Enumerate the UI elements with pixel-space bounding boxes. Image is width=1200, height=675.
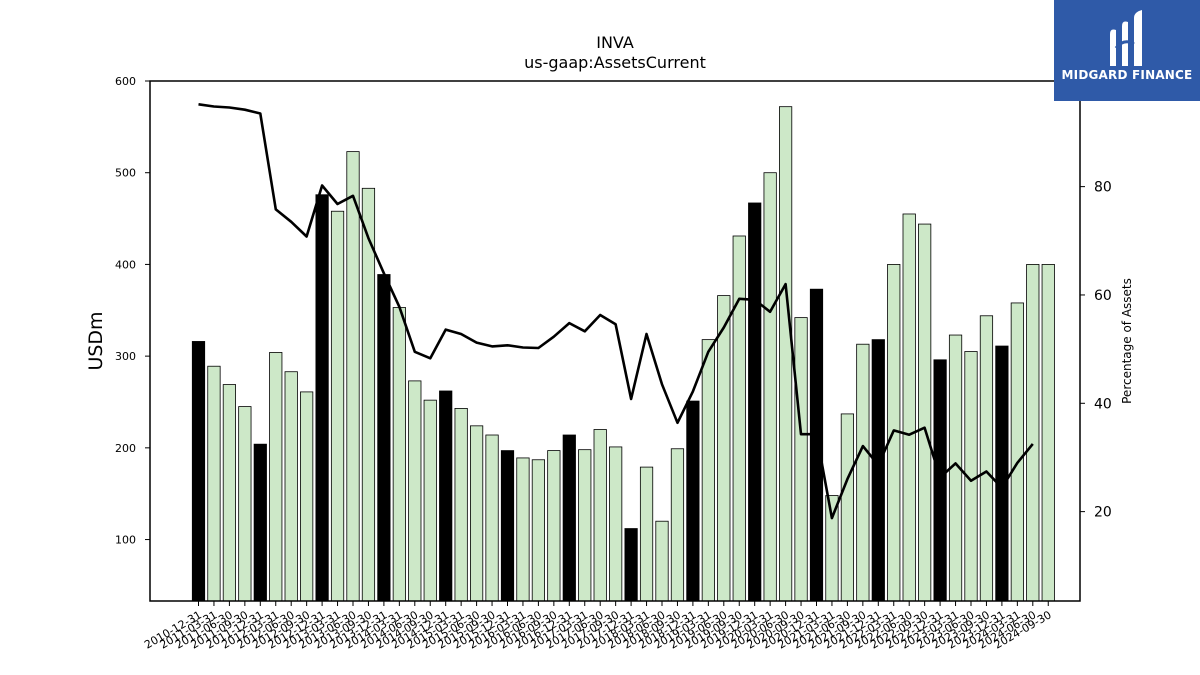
midgard-logo-icon bbox=[1110, 10, 1142, 66]
left-tick-label: 300 bbox=[115, 350, 136, 363]
bar-2017-09-30 bbox=[609, 446, 623, 602]
bar-2015-12-31 bbox=[500, 450, 515, 602]
bar-2012-06-30 bbox=[284, 371, 298, 602]
bar-2013-12-31 bbox=[377, 274, 391, 602]
bar-2020-03-31 bbox=[763, 172, 777, 602]
bar-2018-09-30 bbox=[670, 448, 685, 602]
bar-2021-09-30 bbox=[856, 343, 870, 602]
bar-2016-09-30 bbox=[547, 450, 561, 602]
plot-frame bbox=[149, 80, 1081, 602]
bar-2010-12-31 bbox=[191, 341, 206, 602]
bar-2016-12-31 bbox=[562, 434, 576, 602]
bar-2019-06-30 bbox=[717, 295, 731, 602]
bar-2013-06-30 bbox=[346, 151, 360, 602]
bar-2020-09-30 bbox=[794, 317, 808, 602]
bar-2012-03-31 bbox=[269, 352, 283, 602]
bar-2014-06-30 bbox=[408, 380, 422, 602]
bar-2018-06-30 bbox=[655, 520, 669, 602]
bar-2022-12-31 bbox=[933, 359, 947, 602]
right-axis-label: Percentage of Assets bbox=[1120, 278, 1134, 404]
midgard-finance-logo: MIDGARD FINANCE bbox=[1054, 0, 1200, 101]
x-axis: 2010-12-312011-03-312011-06-302011-09-30… bbox=[142, 601, 1054, 652]
bar-2021-06-30 bbox=[840, 413, 855, 602]
bar-2015-03-31 bbox=[454, 408, 468, 602]
bar-2013-03-31 bbox=[330, 210, 345, 602]
bar-2011-12-31 bbox=[253, 443, 267, 602]
bar-2019-03-31 bbox=[701, 339, 715, 602]
right-tick-label: 80 bbox=[1094, 180, 1112, 196]
left-axis-label: USDm bbox=[85, 311, 107, 370]
right-axis: 20 40 60 80 bbox=[1080, 180, 1112, 521]
bar-2023-12-31 bbox=[995, 345, 1009, 602]
bar-2011-03-31 bbox=[207, 365, 221, 602]
left-tick-label: 400 bbox=[115, 258, 136, 271]
bar-2024-09-30 bbox=[1041, 264, 1055, 602]
bar-2016-03-31 bbox=[516, 457, 530, 602]
bar-2014-09-30 bbox=[423, 399, 437, 602]
bar-2014-12-31 bbox=[439, 390, 453, 602]
left-tick-label: 100 bbox=[115, 534, 136, 547]
pct-line bbox=[198, 103, 1034, 520]
left-tick-label: 200 bbox=[115, 442, 136, 455]
bar-2021-12-31 bbox=[871, 339, 885, 602]
bar-2019-12-31 bbox=[748, 202, 762, 602]
chart-title: INVA bbox=[596, 33, 634, 52]
bar-2017-03-31 bbox=[578, 449, 592, 602]
chart-subtitle: us-gaap:AssetsCurrent bbox=[524, 53, 706, 72]
bar-2015-09-30 bbox=[485, 434, 499, 602]
bar-2019-09-30 bbox=[732, 235, 746, 602]
bar-2014-03-31 bbox=[392, 307, 406, 602]
line-group bbox=[198, 103, 1034, 520]
bar-2023-09-30 bbox=[979, 315, 994, 602]
right-tick-label: 20 bbox=[1094, 505, 1112, 521]
right-tick-label: 60 bbox=[1094, 288, 1112, 304]
bar-2012-12-31 bbox=[315, 194, 329, 602]
bar-2024-06-30 bbox=[1026, 264, 1040, 602]
bars-group bbox=[191, 106, 1055, 602]
bar-2016-06-30 bbox=[531, 459, 546, 602]
left-tick-label: 500 bbox=[115, 167, 136, 180]
bar-2011-09-30 bbox=[238, 406, 252, 602]
bar-2020-06-30 bbox=[779, 106, 793, 602]
bar-2020-12-31 bbox=[809, 288, 824, 602]
bar-2018-03-31 bbox=[639, 466, 654, 602]
bar-2018-12-31 bbox=[686, 400, 700, 602]
left-tick-label: 600 bbox=[115, 75, 136, 88]
bar-2011-06-30 bbox=[222, 384, 236, 602]
bar-2015-06-30 bbox=[469, 425, 484, 602]
bar-2017-12-31 bbox=[624, 528, 638, 602]
bar-2022-09-30 bbox=[918, 223, 932, 602]
right-tick-label: 40 bbox=[1094, 396, 1112, 412]
bar-2022-06-30 bbox=[902, 213, 916, 602]
bar-2017-06-30 bbox=[593, 429, 607, 602]
left-axis: 100 200 300 400 500 600 bbox=[115, 75, 150, 547]
bar-2024-03-31 bbox=[1010, 302, 1024, 602]
bar-2012-09-30 bbox=[300, 391, 314, 602]
